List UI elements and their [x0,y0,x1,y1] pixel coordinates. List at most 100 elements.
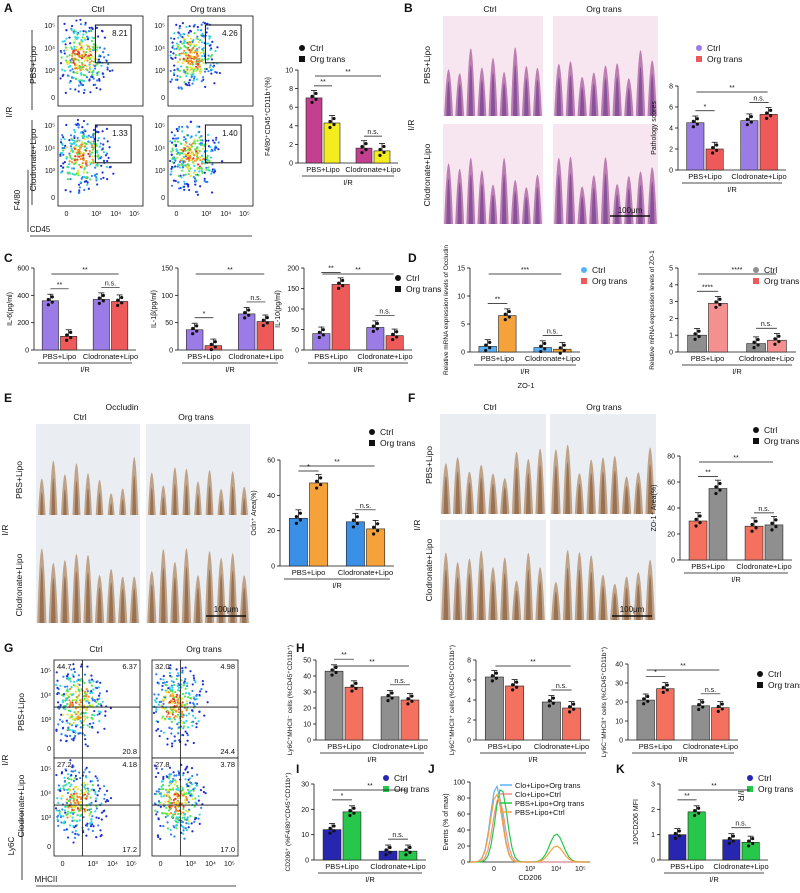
event-dot [72,57,75,61]
event-dot [176,137,180,140]
y-tick-label: 5 [669,266,673,273]
bar-org-trans [309,482,329,567]
y-axis-label: IL-6(pg/ml) [7,292,14,326]
event-dot [200,167,203,170]
event-dot [207,166,210,169]
event-dot [86,38,90,41]
event-dot [94,792,97,796]
villus-core [108,582,114,623]
event-dot [199,139,202,142]
event-dot [71,816,74,819]
event-dot [182,149,185,153]
event-dot [157,788,161,791]
legend-marker [369,440,375,446]
event-dot [177,732,180,735]
event-dot [181,701,184,704]
event-dot [96,35,100,38]
event-dot [66,816,69,819]
data-point [352,811,356,815]
event-dot [71,172,74,175]
data-point [484,348,488,353]
event-dot [201,76,205,79]
event-dot [61,170,64,173]
event-dot [153,699,157,702]
scale-label: 100μm [620,605,645,614]
event-dot [170,805,173,808]
event-dot [80,677,83,681]
data-point [330,668,334,672]
event-dot [72,167,75,170]
event-dot [97,70,100,74]
event-dot [206,42,210,45]
villus-core [490,72,496,116]
event-dot [72,806,76,809]
event-dot [177,163,181,167]
y-tick-label: 30 [301,782,309,789]
event-dot [193,45,196,48]
data-point [319,483,323,487]
data-point [677,829,681,833]
col-title: Org trans [186,644,221,654]
bar-org-trans [342,811,362,861]
event-dot [62,726,65,729]
event-dot [78,163,81,166]
villus-core [455,576,461,620]
event-dot [66,721,69,725]
y-tick-label: 6 [467,678,471,685]
bar-org-trans [759,114,778,171]
event-dot [62,815,65,818]
x-tick-label: 10³ [88,861,99,868]
sig-label: ** [530,659,536,666]
sig-label: **** [702,284,713,291]
event-dot [88,58,92,61]
event-dot [71,766,74,769]
event-dot [91,155,94,158]
event-dot [65,146,69,149]
legend-label: PBS+Lipo+Org trans [515,799,584,808]
event-dot [73,41,76,44]
data-point [777,334,781,338]
event-dot [84,738,87,741]
flow-a-4: 1.40 [167,115,254,207]
event-dot [206,156,209,159]
event-dot [193,77,196,80]
event-dot [91,697,94,700]
event-dot [200,688,203,691]
event-dot [166,814,169,817]
event-dot [63,776,66,779]
y-tick-label: 0 [161,95,165,102]
event-dot [210,72,213,75]
event-dot [206,27,209,30]
data-point [677,834,681,838]
event-dot [193,75,196,78]
event-dot [84,768,87,771]
event-dot [184,144,187,147]
event-dot [81,36,84,39]
event-dot [171,156,174,159]
event-dot [188,169,191,173]
category-label: Clodronate+Lipo [525,354,580,363]
villus-core [525,569,531,620]
event-dot [201,49,205,52]
bar-ctrl [686,122,705,171]
event-dot [192,79,195,82]
event-dot [85,834,88,837]
event-dot [107,63,110,66]
event-dot [192,714,195,717]
villus-core [490,194,496,224]
event-dot [170,701,174,704]
he-image-1 [443,16,543,116]
event-dot [181,832,185,835]
event-dot [76,686,79,689]
event-dot [195,722,198,725]
event-dot [62,149,65,152]
panel-letter-C: C [4,251,13,265]
y-tick-label: 10⁴ [154,146,165,153]
event-dot [211,139,215,142]
y-axis-label: ZO-1⁺ Area(%) [651,485,658,532]
event-dot [173,835,176,838]
event-dot [201,54,204,58]
event-dot [90,26,93,29]
